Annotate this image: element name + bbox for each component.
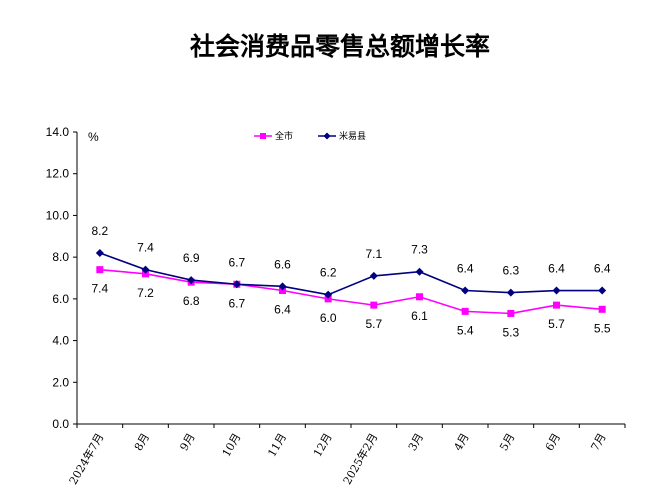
data-point — [598, 286, 607, 295]
data-point — [187, 276, 196, 285]
data-label: 6.4 — [548, 262, 565, 276]
data-label: 7.2 — [137, 286, 154, 300]
data-label: 7.4 — [91, 282, 108, 296]
data-label: 5.5 — [594, 321, 611, 335]
data-label: 6.2 — [320, 266, 337, 280]
data-label: 6.4 — [594, 262, 611, 276]
legend-label: 全市 — [275, 130, 293, 142]
x-tick-label: 3月 — [406, 431, 426, 453]
x-tick-label: 9月 — [178, 431, 198, 453]
data-label: 5.3 — [502, 325, 519, 339]
y-tick-label: 12.0 — [46, 167, 70, 181]
data-point — [232, 280, 241, 289]
data-label: 5.7 — [548, 317, 565, 331]
data-point — [415, 267, 424, 276]
data-point — [370, 301, 378, 309]
data-point — [95, 248, 104, 257]
x-tick-label: 5月 — [497, 431, 517, 453]
series-2: 8.2 7.4 6.9 6.7 6.6 6.2 7.1 7.3 6.4 6.3 6.4 6.4 — [91, 224, 611, 299]
legend-item-2: 米易县 — [318, 130, 366, 142]
x-tick-label: 6月 — [543, 431, 563, 453]
data-label: 6.0 — [320, 311, 337, 325]
data-point — [461, 307, 469, 315]
y-tick-labels: 0.0 2.0 4.0 6.0 8.0 10.0 12.0 14.0 — [46, 125, 70, 431]
x-tick-label: 10月 — [220, 431, 244, 459]
data-point — [553, 301, 560, 309]
data-point — [416, 293, 423, 301]
series-line — [99, 252, 603, 296]
data-label: 8.2 — [91, 224, 108, 238]
y-tick-label: 14.0 — [46, 125, 70, 139]
data-label: 7.3 — [411, 243, 428, 257]
data-point — [507, 309, 515, 317]
legend-item-1: 全市 — [254, 130, 293, 142]
axes — [73, 131, 626, 428]
data-point — [506, 288, 515, 297]
data-label: 7.1 — [365, 247, 382, 261]
legend: 全市 米易县 — [254, 130, 366, 142]
data-label: 5.4 — [457, 323, 474, 337]
x-tick-label: 2025年2月 — [340, 431, 381, 487]
x-tick-label: 4月 — [452, 431, 472, 453]
data-label: 6.3 — [502, 264, 519, 278]
data-point — [141, 265, 150, 274]
data-label: 6.1 — [411, 309, 428, 323]
data-point — [552, 286, 561, 295]
data-point — [279, 287, 286, 295]
y-axis-unit: % — [88, 130, 99, 144]
data-label: 6.7 — [228, 296, 245, 310]
y-tick-label: 8.0 — [52, 250, 69, 264]
data-label: 6.7 — [228, 255, 245, 269]
y-tick-label: 0.0 — [52, 417, 69, 431]
data-label: 6.4 — [457, 262, 474, 276]
y-tick-label: 4.0 — [52, 334, 69, 348]
series-group: 7.4 7.2 6.8 6.7 6.4 6.0 5.7 6.1 5.4 5.3 5.7 5.5 8.2 7… — [91, 224, 610, 339]
y-tick-label: 10.0 — [46, 208, 70, 222]
x-tick-label: 2024年7月 — [66, 431, 107, 487]
x-tick-label: 7月 — [589, 431, 609, 453]
data-label: 6.4 — [274, 303, 291, 317]
data-label: 6.8 — [183, 294, 200, 308]
data-point — [142, 270, 149, 278]
data-point — [598, 305, 606, 313]
x-tick-label: 8月 — [132, 431, 152, 453]
data-point — [369, 271, 378, 280]
data-point — [278, 282, 287, 291]
data-point — [96, 266, 104, 274]
series-line — [99, 268, 603, 315]
data-label: 6.9 — [183, 251, 200, 265]
data-label: 7.4 — [137, 241, 154, 255]
chart-title: 社会消费品零售总额增长率 — [190, 32, 490, 61]
legend-marker — [260, 133, 266, 139]
legend-label: 米易县 — [339, 130, 366, 142]
legend-marker — [323, 132, 331, 140]
x-tick-label: 12月 — [311, 431, 335, 459]
x-tick-labels: 2024年7月 8月 9月 10月 11月 12月 2025年2月 3月 4月 5月 6月 7月 — [66, 431, 609, 487]
y-tick-label: 6.0 — [52, 292, 69, 306]
data-point — [324, 295, 332, 303]
data-point — [324, 290, 333, 299]
data-label: 6.6 — [274, 257, 291, 271]
y-tick-label: 2.0 — [52, 375, 69, 389]
data-point — [461, 286, 470, 295]
x-tick-label: 11月 — [265, 431, 289, 459]
series-1: 7.4 7.2 6.8 6.7 6.4 6.0 5.7 6.1 5.4 5.3 5.7 5.5 — [91, 266, 611, 339]
data-label: 5.7 — [365, 317, 382, 331]
